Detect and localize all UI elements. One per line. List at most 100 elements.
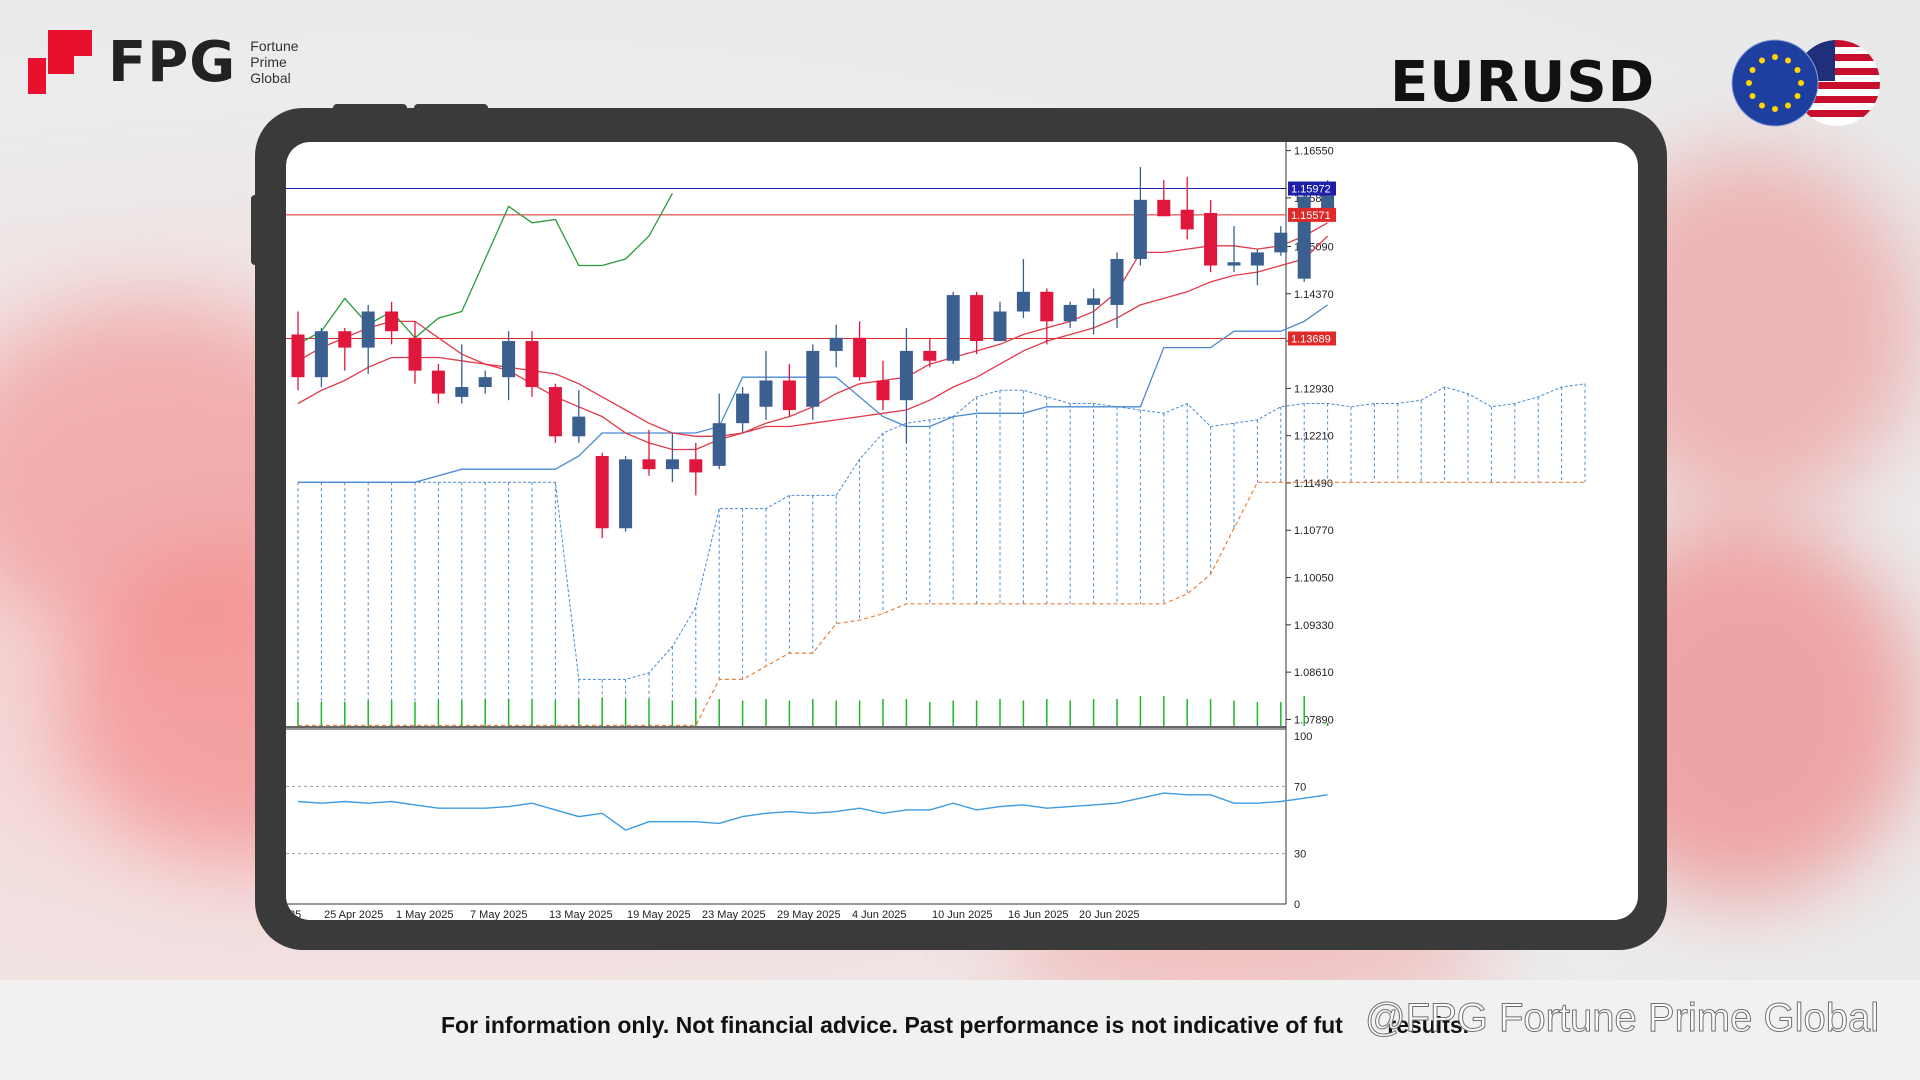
candle-body bbox=[572, 416, 586, 437]
candle-bull bbox=[478, 370, 492, 394]
candle-body bbox=[1110, 258, 1124, 305]
brand-subtitle-line: Prime bbox=[250, 54, 287, 70]
candle-body bbox=[1087, 298, 1101, 305]
disclaimer: For information only. Not financial advi… bbox=[441, 1012, 1469, 1039]
y-tick-label: 1.12930 bbox=[1294, 383, 1334, 395]
candle-bear bbox=[1204, 199, 1218, 273]
senkou-span-a bbox=[298, 383, 1586, 680]
candle-body bbox=[525, 341, 539, 388]
candle-body bbox=[642, 459, 656, 470]
candle-bear bbox=[338, 327, 352, 371]
candle-bull bbox=[1227, 226, 1241, 273]
x-tick-label: 25 bbox=[289, 909, 301, 920]
candle-bull bbox=[1110, 252, 1124, 328]
price-label-bg bbox=[1288, 181, 1336, 196]
candle-bull bbox=[712, 393, 726, 470]
candle-body bbox=[712, 423, 726, 466]
disclaimer-text: For information only. Not financial advi… bbox=[441, 1012, 1343, 1038]
candle-bear bbox=[970, 291, 984, 355]
brand-subtitle-line: Global bbox=[250, 70, 291, 86]
candle-body bbox=[1204, 212, 1218, 266]
brand-subtitle: Fortune Prime Global bbox=[250, 38, 298, 86]
candle-body bbox=[1274, 232, 1288, 253]
candle-body bbox=[431, 370, 445, 394]
price-chart: 1.165501.158301.150901.143701.136501.129… bbox=[286, 142, 1586, 920]
candle-body bbox=[1180, 209, 1194, 230]
candle-body bbox=[853, 337, 867, 378]
candle-bull bbox=[1250, 249, 1264, 286]
candle-bull bbox=[946, 291, 960, 365]
candle-bear bbox=[853, 321, 867, 381]
candle-bull bbox=[1016, 258, 1030, 319]
candle-body bbox=[1016, 291, 1030, 312]
candle-bear bbox=[1180, 176, 1194, 240]
candle-body bbox=[923, 350, 937, 361]
candle-body bbox=[759, 380, 773, 407]
x-tick-label: 7 May 2025 bbox=[470, 909, 527, 920]
candle-body bbox=[361, 311, 375, 348]
x-tick-label: 19 May 2025 bbox=[627, 909, 691, 920]
candle-body bbox=[899, 350, 913, 401]
candle-bull bbox=[829, 324, 843, 368]
candle-bear bbox=[689, 442, 703, 496]
ichimoku-cloud bbox=[297, 383, 1586, 726]
candle-bull bbox=[1297, 193, 1311, 282]
candle-body bbox=[408, 337, 422, 371]
candle-bear bbox=[1040, 288, 1054, 345]
candle-body bbox=[689, 459, 703, 473]
price-label: 1.15571 bbox=[1291, 210, 1331, 222]
flags bbox=[1731, 39, 1880, 127]
brand-subtitle-line: Fortune bbox=[250, 38, 299, 54]
candle-body bbox=[455, 387, 469, 397]
candle-body bbox=[1133, 199, 1147, 259]
candle-body bbox=[502, 341, 516, 378]
candle-body bbox=[1040, 291, 1054, 322]
candle-bear bbox=[548, 383, 562, 443]
rsi-level-label: 0 bbox=[1294, 899, 1300, 911]
y-tick-label: 1.14370 bbox=[1294, 289, 1334, 301]
candle-bear bbox=[642, 429, 656, 476]
candle-bear bbox=[431, 364, 445, 404]
y-tick-label: 1.09330 bbox=[1294, 620, 1334, 632]
watermark: @FPG Fortune Prime Global bbox=[1364, 996, 1880, 1041]
candle-bear bbox=[782, 364, 796, 417]
rsi-level-label: 30 bbox=[1294, 849, 1306, 861]
candle-bull bbox=[1087, 288, 1101, 335]
x-tick-label: 16 Jun 2025 bbox=[1008, 909, 1069, 920]
candle-bear bbox=[291, 311, 305, 391]
candle-body bbox=[1250, 252, 1264, 266]
senkou-span-b bbox=[298, 481, 1585, 726]
candle-bull bbox=[1063, 301, 1077, 328]
rsi-level-label: 70 bbox=[1294, 781, 1306, 793]
candle-body bbox=[1063, 304, 1077, 322]
disclaimer-tail: results. bbox=[1387, 1012, 1470, 1038]
candle-body bbox=[385, 311, 399, 332]
candle-bull bbox=[759, 350, 773, 420]
tablet-button bbox=[414, 104, 488, 112]
candle-body bbox=[876, 380, 890, 401]
x-tick-label: 23 May 2025 bbox=[702, 909, 766, 920]
y-tick-label: 1.08610 bbox=[1294, 667, 1334, 679]
candle-bear bbox=[1157, 180, 1171, 217]
tablet-button bbox=[251, 195, 259, 265]
candle-bear bbox=[923, 337, 937, 368]
candle-bull bbox=[736, 387, 750, 434]
candle-body bbox=[1157, 199, 1171, 217]
candle-bull bbox=[502, 331, 516, 401]
x-tick-label: 25 Apr 2025 bbox=[324, 909, 383, 920]
x-tick-label: 10 Jun 2025 bbox=[932, 909, 993, 920]
brand-name: FPG bbox=[108, 29, 237, 95]
candle-body bbox=[829, 337, 843, 351]
candle-body bbox=[478, 377, 492, 388]
x-tick-label: 1 May 2025 bbox=[396, 909, 453, 920]
x-tick-label: 13 May 2025 bbox=[549, 909, 613, 920]
candle-bull bbox=[455, 344, 469, 404]
candle-body bbox=[619, 459, 633, 529]
chart-screen: 1.165501.158301.150901.143701.136501.129… bbox=[286, 142, 1638, 920]
y-tick-label: 1.11490 bbox=[1294, 478, 1333, 490]
brand-logo: FPG Fortune Prime Global bbox=[26, 28, 299, 96]
x-tick-label: 29 May 2025 bbox=[777, 909, 841, 920]
candle-bull bbox=[572, 390, 586, 443]
y-tick-label: 1.10770 bbox=[1294, 525, 1334, 537]
candle-body bbox=[970, 295, 984, 342]
